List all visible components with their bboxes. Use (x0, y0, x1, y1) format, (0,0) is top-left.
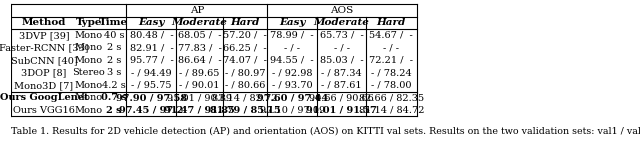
Text: - / -: - / - (284, 43, 300, 52)
Text: 97.45 / 97.2: 97.45 / 97.2 (119, 106, 184, 115)
Text: Ours GoogLenet: Ours GoogLenet (0, 93, 88, 102)
Text: Mono: Mono (75, 43, 103, 52)
Text: 97.90 / 97.58: 97.90 / 97.58 (116, 93, 187, 102)
Text: Method: Method (22, 18, 67, 27)
Text: 57.20 /  -: 57.20 / - (223, 31, 267, 40)
Text: Mono: Mono (75, 31, 103, 40)
Text: 86.64 /  -: 86.64 / - (178, 56, 221, 65)
Text: Stereo: Stereo (72, 68, 106, 77)
Text: 3DOP [8]: 3DOP [8] (21, 68, 67, 77)
Text: AP: AP (189, 6, 204, 15)
Text: 83.14 / 82.72: 83.14 / 82.72 (212, 93, 278, 102)
Text: Mono3D [7]: Mono3D [7] (15, 81, 74, 90)
Text: 95.77 /  -: 95.77 / - (129, 56, 173, 65)
Text: - / 93.70: - / 93.70 (272, 81, 312, 90)
Text: - / -: - / - (383, 43, 399, 52)
Text: Hard: Hard (230, 18, 260, 27)
Text: Mono: Mono (75, 106, 103, 115)
Text: Mono: Mono (75, 81, 103, 90)
Text: - / 87.34: - / 87.34 (321, 68, 362, 77)
Text: 91.01 / 90.89: 91.01 / 90.89 (167, 93, 232, 102)
Text: 82.91 /  -: 82.91 / - (129, 43, 173, 52)
Text: Easy: Easy (279, 18, 305, 27)
Text: 0.7 s: 0.7 s (101, 93, 127, 102)
Text: 65.73 /  -: 65.73 / - (320, 31, 364, 40)
Text: Faster-RCNN [33]: Faster-RCNN [33] (0, 43, 89, 52)
Text: - / -: - / - (333, 43, 349, 52)
Text: 91.47 / 91.85: 91.47 / 91.85 (164, 106, 235, 115)
Text: Hard: Hard (377, 18, 406, 27)
Text: - / 87.61: - / 87.61 (321, 81, 362, 90)
Text: 78.99 /  -: 78.99 / - (271, 31, 314, 40)
Text: - / 78.00: - / 78.00 (371, 81, 412, 90)
Text: - / 90.01: - / 90.01 (179, 81, 220, 90)
Text: 77.83 /  -: 77.83 / - (177, 43, 221, 52)
Text: 72.21 /  -: 72.21 / - (369, 56, 413, 65)
Text: Mono: Mono (75, 93, 103, 102)
Text: 68.05 /  -: 68.05 / - (178, 31, 221, 40)
Text: 85.03 /  -: 85.03 / - (320, 56, 364, 65)
Text: 82.66 / 82.35: 82.66 / 82.35 (359, 93, 424, 102)
Text: 97.10 / 97.09: 97.10 / 97.09 (260, 106, 325, 115)
Text: Moderate: Moderate (314, 18, 369, 27)
Text: 94.55 /  -: 94.55 / - (271, 56, 314, 65)
Text: 2 s: 2 s (106, 106, 122, 115)
Text: - / 80.97: - / 80.97 (225, 68, 265, 77)
Text: 3DVP [39]: 3DVP [39] (19, 31, 69, 40)
Text: 2 s: 2 s (107, 43, 121, 52)
Text: 80.48 /  -: 80.48 / - (129, 31, 173, 40)
Text: Ours VGG16: Ours VGG16 (13, 106, 75, 115)
Text: AOS: AOS (330, 6, 354, 15)
Text: 74.07 /  -: 74.07 / - (223, 56, 267, 65)
Text: 4.2 s: 4.2 s (102, 81, 125, 90)
Text: 81.79 / 85.15: 81.79 / 85.15 (209, 106, 280, 115)
Text: 90.66 / 90.66: 90.66 / 90.66 (309, 93, 374, 102)
Text: Table 1. Results for 2D vehicle detection (AP) and orientation (AOS) on KITTI va: Table 1. Results for 2D vehicle detectio… (12, 126, 640, 135)
Text: - / 95.75: - / 95.75 (131, 81, 172, 90)
Text: - / 78.24: - / 78.24 (371, 68, 412, 77)
Text: Time: Time (99, 18, 129, 27)
Text: Easy: Easy (138, 18, 164, 27)
Text: Type: Type (76, 18, 102, 27)
Text: 97.60 / 97.44: 97.60 / 97.44 (257, 93, 328, 102)
Text: SubCNN [40]: SubCNN [40] (11, 56, 77, 65)
Text: 66.25 /  -: 66.25 / - (223, 43, 267, 52)
Text: - / 89.65: - / 89.65 (179, 68, 220, 77)
Text: Mono: Mono (75, 56, 103, 65)
Text: - / 80.66: - / 80.66 (225, 81, 265, 90)
Text: - / 92.98: - / 92.98 (272, 68, 312, 77)
Text: Moderate: Moderate (172, 18, 227, 27)
Text: 91.01 / 91.57: 91.01 / 91.57 (306, 106, 377, 115)
Text: 54.67 /  -: 54.67 / - (369, 31, 413, 40)
Text: 81.14 / 84.72: 81.14 / 84.72 (358, 106, 424, 115)
Text: 2 s: 2 s (107, 56, 121, 65)
Text: - / 94.49: - / 94.49 (131, 68, 172, 77)
Text: 40 s: 40 s (104, 31, 124, 40)
Text: 3 s: 3 s (107, 68, 121, 77)
